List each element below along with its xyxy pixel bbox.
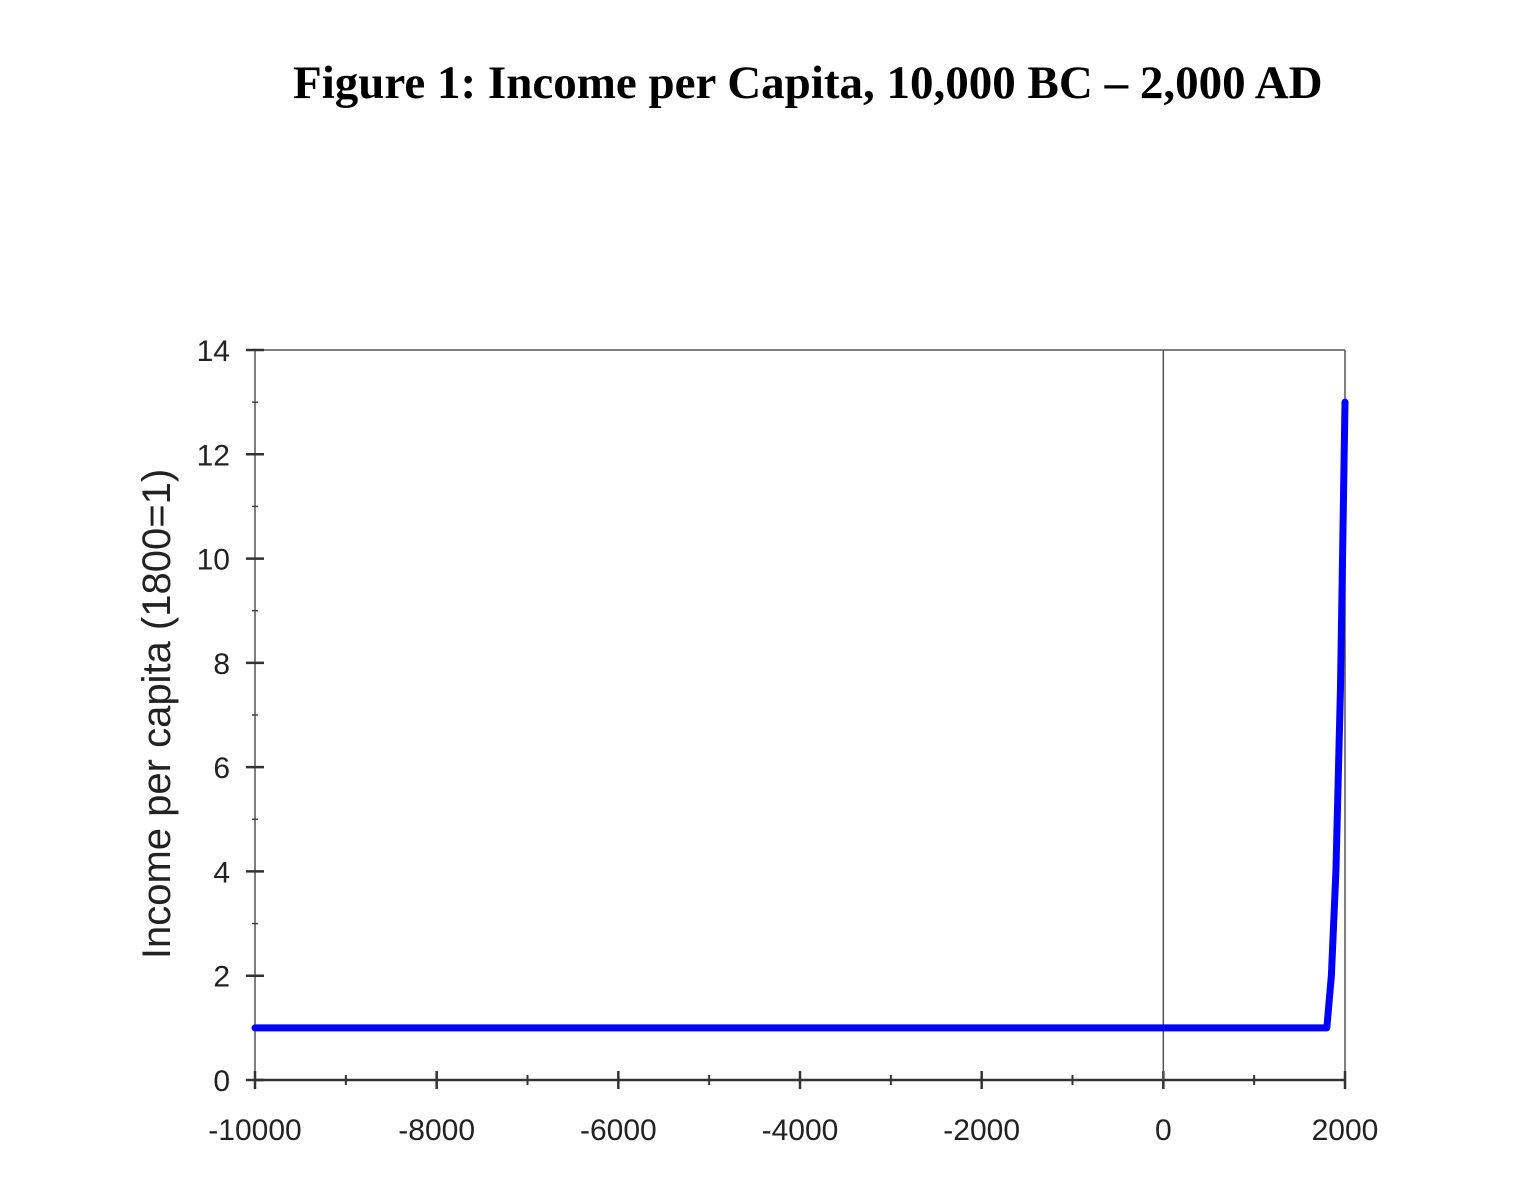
y-tick-label: 14 <box>197 335 230 368</box>
x-axis: -10000 -8000 -6000 -4000 -2000 0 2000 <box>208 1071 1378 1147</box>
series-line-0 <box>251 398 1349 1032</box>
y-axis: 0 2 4 6 8 10 12 14 <box>197 335 264 1098</box>
x-tick-label: 0 <box>1155 1114 1172 1147</box>
x-tick-label: -4000 <box>762 1114 839 1147</box>
x-tick-label: -10000 <box>208 1114 301 1147</box>
y-tick-label: 4 <box>213 856 230 889</box>
y-tick-label: 10 <box>197 544 230 577</box>
x-tick-label: -6000 <box>580 1114 657 1147</box>
y-tick-label: 2 <box>213 961 230 994</box>
y-axis-label: Income per capita (1800=1) <box>135 469 179 959</box>
x-tick-label: 2000 <box>1312 1114 1379 1147</box>
y-tick-label: 8 <box>213 648 230 681</box>
x-tick-label: -8000 <box>398 1114 475 1147</box>
minor-ticks <box>252 401 1256 1085</box>
chart-title: Figure 1: Income per Capita, 10,000 BC –… <box>293 57 1323 109</box>
y-tick-label: 12 <box>197 439 230 472</box>
y-tick-label: 6 <box>213 752 230 785</box>
plot-frame <box>254 349 1346 1082</box>
series-group <box>251 398 1349 1032</box>
x-tick-label: -2000 <box>943 1114 1020 1147</box>
y-tick-label: 0 <box>213 1065 230 1098</box>
